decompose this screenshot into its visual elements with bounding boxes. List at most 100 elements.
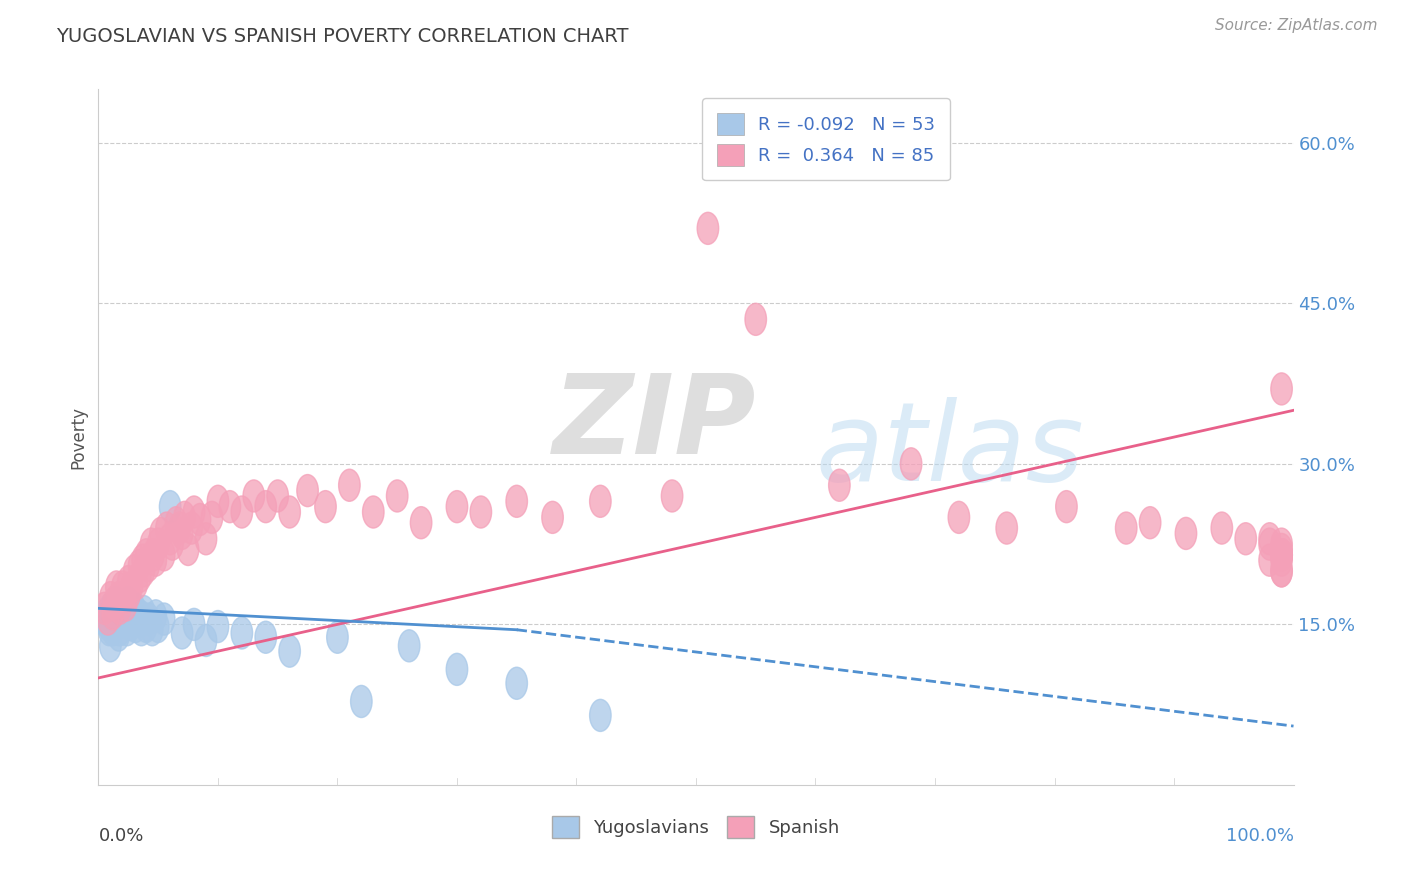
Ellipse shape — [1115, 512, 1137, 544]
Ellipse shape — [114, 596, 135, 628]
Ellipse shape — [127, 567, 148, 599]
Text: 100.0%: 100.0% — [1226, 827, 1294, 845]
Ellipse shape — [1271, 533, 1292, 566]
Ellipse shape — [1271, 373, 1292, 405]
Ellipse shape — [267, 480, 288, 512]
Ellipse shape — [103, 603, 125, 635]
Ellipse shape — [315, 491, 336, 523]
Ellipse shape — [745, 303, 766, 335]
Ellipse shape — [661, 480, 683, 512]
Ellipse shape — [153, 603, 174, 635]
Ellipse shape — [697, 212, 718, 244]
Ellipse shape — [172, 517, 193, 549]
Ellipse shape — [148, 528, 169, 560]
Ellipse shape — [278, 635, 301, 667]
Ellipse shape — [1211, 512, 1233, 544]
Ellipse shape — [115, 603, 136, 635]
Ellipse shape — [127, 605, 149, 637]
Ellipse shape — [254, 621, 277, 653]
Ellipse shape — [134, 555, 155, 587]
Ellipse shape — [339, 469, 360, 501]
Ellipse shape — [114, 582, 135, 614]
Ellipse shape — [153, 539, 174, 571]
Ellipse shape — [105, 603, 127, 635]
Ellipse shape — [297, 475, 318, 507]
Y-axis label: Poverty: Poverty — [69, 406, 87, 468]
Ellipse shape — [110, 592, 131, 624]
Ellipse shape — [111, 603, 132, 635]
Ellipse shape — [172, 617, 193, 649]
Ellipse shape — [1056, 491, 1077, 523]
Ellipse shape — [135, 610, 157, 642]
Ellipse shape — [124, 555, 145, 587]
Ellipse shape — [159, 523, 181, 555]
Legend: Yugoslavians, Spanish: Yugoslavians, Spanish — [544, 809, 848, 846]
Ellipse shape — [148, 610, 169, 642]
Ellipse shape — [138, 549, 159, 582]
Ellipse shape — [108, 582, 129, 614]
Ellipse shape — [103, 614, 124, 646]
Ellipse shape — [995, 512, 1018, 544]
Text: YUGOSLAVIAN VS SPANISH POVERTY CORRELATION CHART: YUGOSLAVIAN VS SPANISH POVERTY CORRELATI… — [56, 27, 628, 45]
Ellipse shape — [138, 603, 159, 635]
Ellipse shape — [110, 592, 131, 624]
Ellipse shape — [1175, 517, 1197, 549]
Ellipse shape — [142, 614, 163, 646]
Ellipse shape — [103, 598, 124, 630]
Ellipse shape — [129, 599, 150, 632]
Ellipse shape — [828, 469, 851, 501]
Ellipse shape — [1234, 523, 1257, 555]
Ellipse shape — [207, 485, 229, 517]
Ellipse shape — [110, 614, 131, 646]
Ellipse shape — [1271, 539, 1292, 571]
Ellipse shape — [100, 582, 121, 614]
Ellipse shape — [129, 560, 150, 592]
Ellipse shape — [112, 607, 135, 639]
Ellipse shape — [162, 528, 183, 560]
Ellipse shape — [100, 630, 121, 662]
Ellipse shape — [411, 507, 432, 539]
Ellipse shape — [363, 496, 384, 528]
Ellipse shape — [506, 485, 527, 517]
Ellipse shape — [1271, 528, 1292, 560]
Ellipse shape — [243, 480, 264, 512]
Ellipse shape — [166, 507, 187, 539]
Ellipse shape — [1258, 523, 1281, 555]
Text: 0.0%: 0.0% — [98, 827, 143, 845]
Ellipse shape — [120, 608, 142, 640]
Ellipse shape — [107, 598, 128, 630]
Ellipse shape — [1271, 544, 1292, 576]
Ellipse shape — [1258, 528, 1281, 560]
Ellipse shape — [195, 523, 217, 555]
Ellipse shape — [121, 571, 142, 603]
Ellipse shape — [103, 587, 125, 619]
Ellipse shape — [115, 589, 136, 621]
Ellipse shape — [1258, 544, 1281, 576]
Ellipse shape — [387, 480, 408, 512]
Text: atlas: atlas — [815, 398, 1084, 505]
Ellipse shape — [195, 624, 217, 657]
Ellipse shape — [118, 599, 141, 632]
Ellipse shape — [150, 517, 172, 549]
Ellipse shape — [181, 512, 202, 544]
Ellipse shape — [105, 571, 127, 603]
Ellipse shape — [94, 592, 115, 624]
Ellipse shape — [124, 592, 145, 624]
Ellipse shape — [231, 617, 253, 649]
Ellipse shape — [326, 621, 349, 653]
Ellipse shape — [141, 528, 162, 560]
Ellipse shape — [142, 539, 165, 571]
Ellipse shape — [145, 544, 166, 576]
Ellipse shape — [156, 512, 177, 544]
Ellipse shape — [94, 603, 115, 635]
Ellipse shape — [97, 603, 118, 635]
Ellipse shape — [900, 448, 922, 480]
Ellipse shape — [207, 610, 229, 642]
Ellipse shape — [101, 599, 122, 632]
Ellipse shape — [219, 491, 240, 523]
Ellipse shape — [104, 608, 127, 640]
Ellipse shape — [125, 610, 146, 642]
Ellipse shape — [159, 491, 181, 523]
Ellipse shape — [541, 501, 564, 533]
Ellipse shape — [105, 587, 127, 619]
